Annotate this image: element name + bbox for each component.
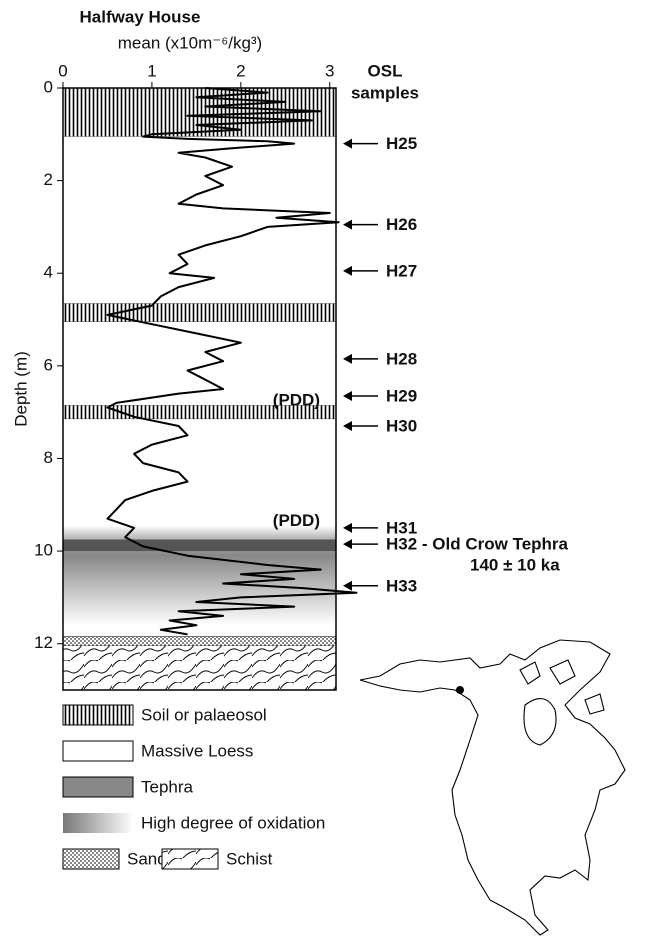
x-tick-label: 2 <box>236 61 245 80</box>
y-tick-label: 4 <box>44 263 53 282</box>
y-tick-label: 8 <box>44 448 53 467</box>
legend-swatch <box>62 776 134 798</box>
osl-label: H26 <box>386 215 417 234</box>
layer <box>62 636 337 647</box>
legend-label: Soil or palaeosol <box>141 705 267 724</box>
legend-swatch <box>63 813 133 833</box>
osl-label: H29 <box>386 386 417 405</box>
legend: Soil or palaeosol Massive Loess Tephra High… <box>62 704 325 870</box>
osl-arrowhead <box>343 138 352 149</box>
x-tick-label: 1 <box>147 61 156 80</box>
profile-line <box>106 87 358 636</box>
osl-label: H30 <box>386 417 417 436</box>
x-tick-label: 0 <box>58 61 67 80</box>
legend-swatch <box>62 848 120 870</box>
legend-label: Massive Loess <box>141 741 253 760</box>
hudson-bay <box>523 698 557 746</box>
plot-frame <box>62 87 337 691</box>
pdd-label: (PDD) <box>273 391 320 410</box>
osl-arrowhead <box>343 219 352 230</box>
y-axis-label: Depth (m) <box>11 351 30 427</box>
legend-swatch <box>62 704 134 726</box>
osl-arrowhead <box>343 353 352 364</box>
osl-arrowhead <box>343 539 352 550</box>
osl-arrowhead <box>343 522 352 533</box>
legend-label: High degree of oxidation <box>141 813 325 832</box>
y-tick-label: 0 <box>44 77 53 96</box>
osl-label: H33 <box>386 576 417 595</box>
osl-label: H28 <box>386 349 417 368</box>
y-tick-label: 12 <box>34 633 53 652</box>
layer <box>63 539 336 552</box>
layers <box>62 87 337 690</box>
osl-label: H25 <box>386 134 417 153</box>
tephra-age: 140 ± 10 ka <box>470 556 560 575</box>
osl-title: samples <box>351 83 419 102</box>
islands <box>519 659 605 715</box>
osl-title: OSL <box>368 61 403 80</box>
site-marker <box>456 686 464 694</box>
map-outline <box>359 639 626 936</box>
legend-label: Sand <box>127 849 167 868</box>
pdd-label: (PDD) <box>273 511 320 530</box>
legend-swatch <box>161 848 219 870</box>
osl-arrowhead <box>343 580 352 591</box>
legend-swatch <box>62 740 134 762</box>
osl-arrowhead <box>343 421 352 432</box>
x-tick-label: 3 <box>325 61 334 80</box>
legend-label: Schist <box>226 849 273 868</box>
osl-arrowhead <box>343 265 352 276</box>
layer <box>62 303 337 323</box>
y-tick-label: 6 <box>44 355 53 374</box>
osl-label: H32 - Old Crow Tephra <box>386 535 569 554</box>
layer <box>63 646 336 690</box>
y-tick-label: 2 <box>44 170 53 189</box>
map <box>359 639 626 936</box>
osl-label: H27 <box>386 261 417 280</box>
chart-title: Halfway House <box>80 7 201 26</box>
osl-arrowhead <box>343 390 352 401</box>
osl-label: H31 <box>386 518 417 537</box>
y-tick-label: 10 <box>34 541 53 560</box>
x-axis-label: mean (x10m⁻⁶/kg³) <box>118 33 262 52</box>
legend-label: Tephra <box>141 777 194 796</box>
